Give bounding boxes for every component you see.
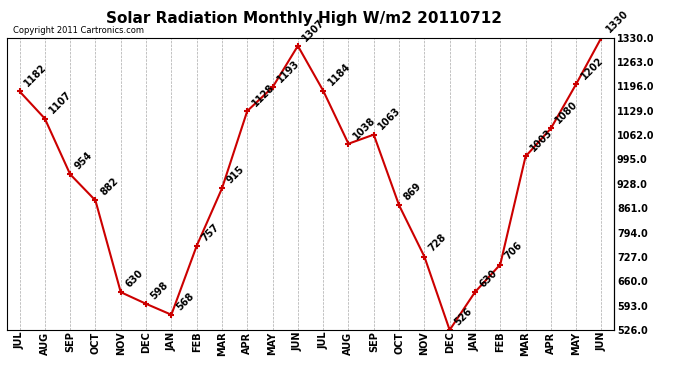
Text: 598: 598 [149,279,170,301]
Text: 915: 915 [225,164,246,186]
Text: 882: 882 [98,176,120,198]
Text: 1202: 1202 [579,55,605,81]
Text: Solar Radiation Monthly High W/m2 20110712: Solar Radiation Monthly High W/m2 201107… [106,11,502,26]
Text: 1080: 1080 [553,99,580,126]
Text: 630: 630 [124,268,145,290]
Text: 1307: 1307 [301,17,327,43]
Text: 526: 526 [453,306,474,327]
Text: 1003: 1003 [529,128,555,154]
Text: 706: 706 [503,240,524,262]
Text: 757: 757 [199,222,221,243]
Text: 1107: 1107 [48,90,74,116]
Text: 630: 630 [477,268,499,290]
Text: Copyright 2011 Cartronics.com: Copyright 2011 Cartronics.com [13,26,144,34]
Text: 954: 954 [73,150,95,171]
Text: 1184: 1184 [326,62,352,88]
Text: 1063: 1063 [377,106,403,132]
Text: 1128: 1128 [250,82,276,108]
Text: 1038: 1038 [351,115,377,141]
Text: 1330: 1330 [604,9,631,35]
Text: 1182: 1182 [22,62,48,88]
Text: 869: 869 [402,181,423,203]
Text: 1193: 1193 [275,58,302,85]
Text: 568: 568 [174,291,195,312]
Text: 728: 728 [427,232,449,254]
